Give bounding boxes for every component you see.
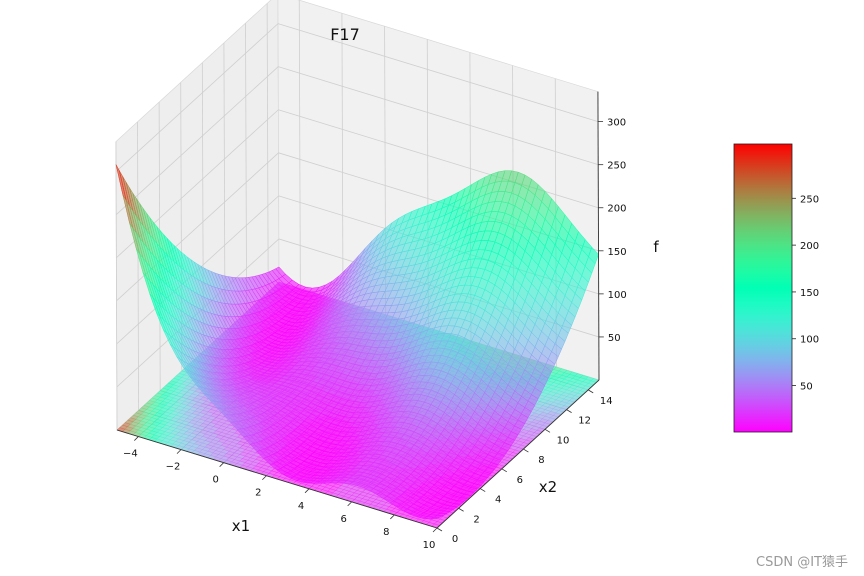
- colorbar-tick-label: 100: [800, 335, 819, 346]
- chart-title: F17: [330, 25, 360, 44]
- z-tick-label: 300: [607, 118, 626, 129]
- x-tick-label: −4: [123, 449, 138, 460]
- colorbar-tick-label: 200: [800, 241, 819, 252]
- y-axis-label: x2: [539, 478, 557, 496]
- y-tick-label: 6: [517, 475, 523, 486]
- y-tick-labels: 0 2 4 6 8 10 12 14: [436, 389, 613, 545]
- x-tick-mark: [347, 501, 352, 507]
- y-tick-label: 4: [495, 495, 501, 506]
- colorbar-tick-label: 250: [800, 194, 819, 205]
- colorbar: 50 100 150 200 250: [733, 143, 819, 433]
- y-tick-mark: [523, 448, 529, 453]
- y-tick-mark: [479, 488, 486, 492]
- watermark: CSDN @IT猿手: [756, 555, 848, 570]
- x-axis-label: x1: [232, 517, 250, 535]
- z-axis-label: f: [653, 238, 659, 256]
- z-tick-label: 100: [608, 290, 627, 301]
- x-tick-label: 0: [212, 475, 218, 486]
- y-tick-mark: [501, 468, 508, 473]
- x-tick-mark: [134, 436, 139, 441]
- y-tick-mark: [566, 409, 572, 413]
- z-tick-label: 50: [608, 333, 621, 344]
- colorbar-tick-label: 50: [800, 382, 813, 393]
- colorbar-tick-label: 150: [800, 288, 819, 299]
- y-tick-mark: [436, 527, 443, 532]
- y-tick-label: 10: [557, 435, 570, 446]
- y-tick-mark: [458, 507, 464, 512]
- z-tick-labels: 50 100 150 200 250 300: [598, 118, 627, 344]
- x-tick-mark: [262, 475, 267, 481]
- x-tick-mark: [390, 514, 395, 520]
- colorbar-gradient: [733, 143, 793, 433]
- x-tick-labels: −4 −2 0 2 4 6 8 10: [123, 436, 438, 551]
- x-tick-mark: [304, 488, 310, 494]
- x-tick-label: 6: [340, 514, 346, 525]
- y-tick-mark: [544, 428, 551, 433]
- x-tick-label: 8: [383, 527, 389, 538]
- axis-lines: [116, 91, 600, 529]
- x-tick-mark: [219, 462, 224, 467]
- x-tick-label: −2: [166, 462, 181, 473]
- y-tick-label: 12: [578, 416, 591, 427]
- y-tick-label: 8: [538, 455, 544, 466]
- y-tick-mark: [587, 389, 594, 394]
- y-tick-label: 2: [473, 514, 479, 525]
- x-tick-mark: [176, 449, 182, 454]
- colorbar-ticks: 50 100 150 200 250: [792, 194, 819, 393]
- z-tick-label: 150: [608, 247, 627, 258]
- x-tick-mark: [432, 527, 438, 533]
- y-tick-label: 0: [452, 534, 458, 545]
- y-tick-label: 14: [600, 396, 613, 407]
- z-tick-label: 200: [607, 204, 626, 215]
- x-tick-label: 2: [255, 488, 261, 499]
- z-tick-label: 250: [607, 161, 626, 172]
- x-tick-label: 4: [298, 501, 304, 512]
- surface-mesh: [115, 164, 599, 520]
- x-tick-label: 10: [423, 540, 436, 551]
